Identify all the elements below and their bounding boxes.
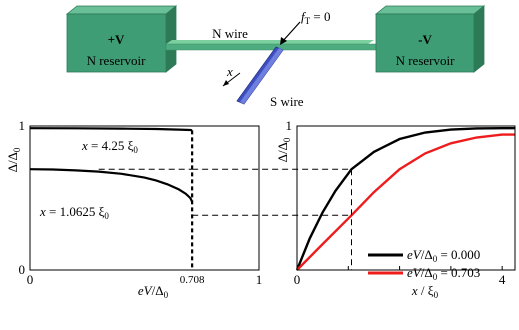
legend-1-value: = 0.703 bbox=[437, 265, 480, 280]
left-series-line-1 bbox=[29, 168, 194, 203]
right-reservoir-sign: -V bbox=[418, 32, 432, 47]
left-xlabel: eV/Δ0 bbox=[138, 283, 169, 300]
left-xtick-label-0: 0 bbox=[27, 272, 34, 287]
left-xlabel-italic: eV bbox=[138, 283, 154, 298]
annotation-lower-italic: x bbox=[39, 204, 46, 219]
right-reservoir-label: N reservoir bbox=[396, 53, 456, 68]
left-plot-ticks: 0 1 0.708 1 0 bbox=[19, 118, 263, 287]
right-ytick-label-0: 1 bbox=[286, 118, 293, 133]
left-xlabel-sub: 0 bbox=[164, 290, 169, 300]
fT-label: fT = 0 bbox=[301, 9, 330, 26]
s-wire-highlight bbox=[240, 48, 283, 104]
schematic: +V N reservoir -V N reservoir N wire S w… bbox=[65, 5, 486, 109]
annotation-upper-rest: = 4.25 ξ bbox=[88, 138, 134, 153]
left-ylabel-sub: 0 bbox=[12, 147, 22, 152]
right-series-line-0 bbox=[295, 126, 515, 271]
right-legend: eV/Δ0 = 0.000 eV/Δ0 = 0.703 bbox=[368, 247, 480, 282]
left-ylabel-main: Δ/Δ bbox=[5, 152, 20, 172]
legend-0-rest: /Δ bbox=[421, 247, 433, 262]
right-xlabel-rest: / ξ bbox=[418, 283, 434, 298]
n-wire-label: N wire bbox=[212, 26, 248, 41]
right-xlabel-sub: 0 bbox=[434, 290, 439, 300]
legend-label-0: eV/Δ0 = 0.000 bbox=[407, 247, 480, 264]
right-reservoir-front bbox=[375, 13, 475, 73]
annotation-upper-italic: x bbox=[81, 138, 88, 153]
right-ylabel-sub: 0 bbox=[282, 137, 292, 142]
left-xlabel-rest: /Δ bbox=[152, 283, 164, 298]
left-plot-series bbox=[29, 127, 194, 270]
n-wire-front bbox=[165, 43, 377, 51]
right-ylabel: Δ/Δ0 bbox=[275, 137, 292, 162]
fT-pointer: fT = 0 bbox=[280, 9, 330, 45]
n-wire bbox=[165, 40, 377, 51]
left-reservoir-label: N reservoir bbox=[87, 53, 147, 68]
right-plot-series bbox=[295, 126, 515, 271]
annotation-lower-rest: = 1.0625 ξ bbox=[46, 204, 105, 219]
x-direction-arrow: x bbox=[222, 64, 241, 87]
cross-panel-guides bbox=[98, 168, 352, 270]
legend-0-sub: 0 bbox=[433, 254, 438, 264]
right-xtick-label-1: 4 bbox=[499, 272, 506, 287]
right-reservoir-side bbox=[473, 5, 485, 73]
fT-value: = 0 bbox=[310, 9, 330, 24]
left-reservoir-side bbox=[165, 5, 177, 73]
left-reservoir-front bbox=[66, 13, 167, 73]
right-xtick-label-0: 0 bbox=[294, 272, 301, 287]
s-wire bbox=[236, 46, 284, 105]
annotation-upper-sub: 0 bbox=[133, 145, 138, 155]
fT-arrow-head bbox=[280, 37, 287, 45]
left-xtick-label-1: 1 bbox=[256, 272, 263, 287]
legend-1-sub: 0 bbox=[433, 272, 438, 282]
right-xlabel-italic: x bbox=[411, 283, 418, 298]
right-ylabel-main: Δ/Δ bbox=[275, 142, 290, 162]
legend-0-italic: eV bbox=[407, 247, 423, 262]
x-arrow-label: x bbox=[226, 64, 233, 79]
s-wire-label: S wire bbox=[270, 94, 304, 109]
left-series-line-0 bbox=[29, 127, 193, 132]
left-special-tick-label: 0.708 bbox=[180, 274, 205, 286]
left-ytick-label-0: 1 bbox=[19, 118, 26, 133]
n-wire-top bbox=[166, 40, 374, 44]
legend-1-italic: eV bbox=[407, 265, 423, 280]
annotation-lower-sub: 0 bbox=[104, 211, 109, 221]
left-ylabel: Δ/Δ0 bbox=[5, 147, 22, 172]
legend-0-value: = 0.000 bbox=[437, 247, 480, 262]
left-annotation-upper: x = 4.25 ξ0 bbox=[81, 138, 138, 155]
legend-entry-0: eV/Δ0 = 0.000 bbox=[368, 247, 480, 264]
x-arrow-head bbox=[223, 80, 229, 86]
fT-subscript: T bbox=[305, 16, 311, 26]
right-series-line-1 bbox=[296, 133, 515, 271]
left-ytick-label-1: 0 bbox=[19, 262, 26, 277]
left-reservoir-top bbox=[65, 5, 178, 15]
left-annotation-lower: x = 1.0625 ξ0 bbox=[39, 204, 109, 221]
legend-label-1: eV/Δ0 = 0.703 bbox=[407, 265, 480, 282]
right-reservoir: -V N reservoir bbox=[374, 5, 486, 73]
right-reservoir-top bbox=[374, 5, 486, 15]
right-plot-ticks: 0 4 1 bbox=[286, 118, 506, 287]
right-plot: 0 41 Δ/Δ0 x / ξ0 eV/Δ0 = 0.000 eV/Δ0 = 0.… bbox=[275, 118, 516, 300]
fT-symbol: f bbox=[301, 9, 307, 24]
legend-1-rest: /Δ bbox=[421, 265, 433, 280]
right-plot-frame bbox=[296, 125, 516, 271]
left-reservoir-sign: +V bbox=[108, 32, 125, 47]
legend-entry-1: eV/Δ0 = 0.703 bbox=[368, 265, 480, 282]
right-xlabel: x / ξ0 bbox=[411, 283, 439, 300]
left-reservoir: +V N reservoir bbox=[65, 5, 178, 73]
left-plot-frame bbox=[29, 125, 260, 271]
